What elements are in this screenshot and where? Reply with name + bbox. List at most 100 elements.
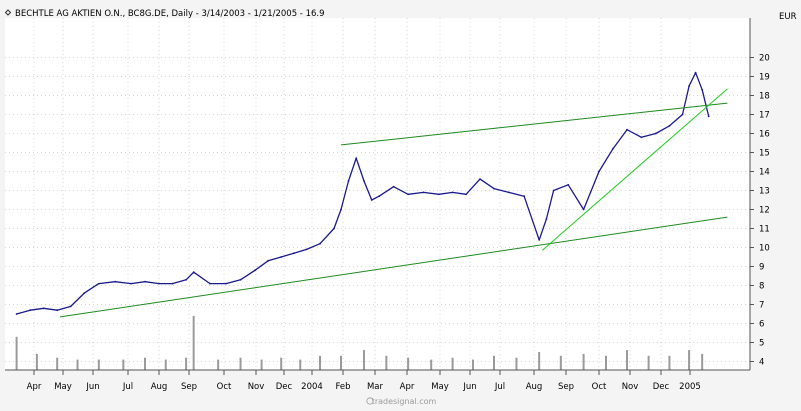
price-point — [333, 227, 335, 230]
volume-bar — [164, 359, 167, 370]
price-point — [144, 280, 146, 283]
price-point — [378, 195, 381, 198]
x-tick-label: Dec — [653, 382, 670, 392]
x-axis-ticks: Apr May Jun Jul Aug Sep Oct Nov Dec 2004 Feb Mar Apr… — [27, 370, 701, 392]
volume-bar — [56, 357, 59, 370]
price-point — [363, 180, 365, 182]
price-point — [438, 193, 440, 196]
price-point — [42, 307, 45, 310]
volume-bar — [582, 353, 585, 370]
x-tick-label: Nov — [248, 382, 265, 392]
y-tick-label: 9 — [759, 263, 764, 273]
y-tick-label: 19 — [759, 73, 770, 83]
volume-bars — [15, 315, 704, 370]
price-point — [422, 191, 425, 194]
volume-bar — [493, 355, 495, 370]
price-point — [493, 187, 495, 190]
price-point — [668, 125, 671, 127]
volume-bar — [15, 336, 18, 370]
y-tick-label: 11 — [759, 225, 770, 235]
watermark: tradesignal.com — [366, 397, 437, 406]
price-point — [254, 269, 256, 272]
price-point — [538, 239, 541, 241]
price-point — [185, 278, 187, 281]
volume-bar — [385, 355, 388, 370]
y-tick-label: 7 — [759, 301, 764, 311]
volume-bar — [668, 355, 671, 370]
x-tick-label: Aug — [151, 382, 168, 392]
price-point — [158, 282, 160, 285]
y-tick-label: 20 — [759, 54, 770, 64]
price-point — [355, 157, 358, 160]
price-point — [130, 282, 132, 285]
volume-bar — [280, 357, 283, 370]
volume-bar — [299, 359, 302, 370]
trendline-1 — [60, 216, 728, 318]
price-point — [507, 191, 510, 194]
price-point — [69, 305, 72, 308]
price-point — [612, 147, 614, 150]
copyright-icon — [366, 397, 374, 405]
price-point — [15, 313, 18, 315]
price-point — [654, 132, 657, 135]
price-point — [370, 199, 373, 201]
volume-bar — [122, 359, 125, 370]
price-point — [451, 191, 454, 194]
x-tick-label: Jun — [85, 382, 99, 392]
volume-bar — [559, 355, 562, 370]
price-point — [83, 292, 86, 294]
price-point — [626, 128, 628, 131]
watermark-text: tradesignal.com — [372, 397, 437, 406]
price-point — [114, 280, 117, 283]
price-point — [171, 282, 174, 285]
chart-title: BECHTLE AG AKTIEN O.N., BC8G.DE, Daily -… — [15, 9, 325, 19]
price-point — [479, 178, 481, 181]
y-tick-label: 15 — [759, 149, 770, 159]
y-tick-label: 6 — [759, 320, 764, 330]
x-tick-label: Aug — [526, 382, 543, 392]
volume-bar — [192, 315, 195, 370]
x-tick-label: May — [431, 382, 449, 392]
y-tick-label: 17 — [759, 111, 770, 121]
volume-bar — [35, 353, 38, 370]
x-tick-label: Sep — [558, 382, 574, 392]
y-axis-ticks: 4 5 6 7 8 9 10 11 12 13 14 15 16 17 18 19 20 — [750, 54, 770, 368]
price-point — [582, 208, 585, 211]
trendlines — [60, 88, 728, 318]
x-tick-label: Jul — [122, 382, 133, 392]
x-tick-label: Oct — [592, 382, 607, 392]
volume-bar — [430, 359, 433, 370]
volume-bar — [701, 353, 704, 370]
volume-bar — [217, 359, 220, 370]
plot-area — [5, 18, 750, 370]
x-tick-label: Mar — [367, 382, 384, 392]
y-tick-label: 5 — [759, 339, 764, 349]
volume-bar — [472, 359, 474, 370]
volume-bar — [144, 357, 146, 370]
price-point — [465, 193, 468, 196]
x-tick-label: Oct — [217, 382, 232, 392]
price-point — [97, 282, 100, 285]
price-point — [319, 242, 321, 245]
y-tick-label: 4 — [759, 358, 764, 368]
price-point — [552, 189, 555, 192]
price-point — [681, 113, 684, 116]
price-line — [16, 72, 710, 315]
x-tick-label: Dec — [276, 382, 293, 392]
y-tick-label: 12 — [759, 206, 770, 216]
volume-bar — [407, 357, 410, 370]
price-point — [293, 252, 295, 255]
x-tick-label: Apr — [400, 382, 415, 392]
volume-bar — [97, 359, 100, 370]
price-point — [340, 208, 342, 211]
price-point — [598, 170, 600, 173]
price-point — [545, 218, 548, 220]
price-point — [347, 180, 350, 182]
price-point — [267, 259, 270, 262]
price-point — [688, 85, 690, 87]
currency-label: EUR — [779, 12, 797, 22]
price-point — [567, 183, 570, 186]
volume-bar — [647, 355, 650, 370]
price-point — [280, 256, 283, 258]
